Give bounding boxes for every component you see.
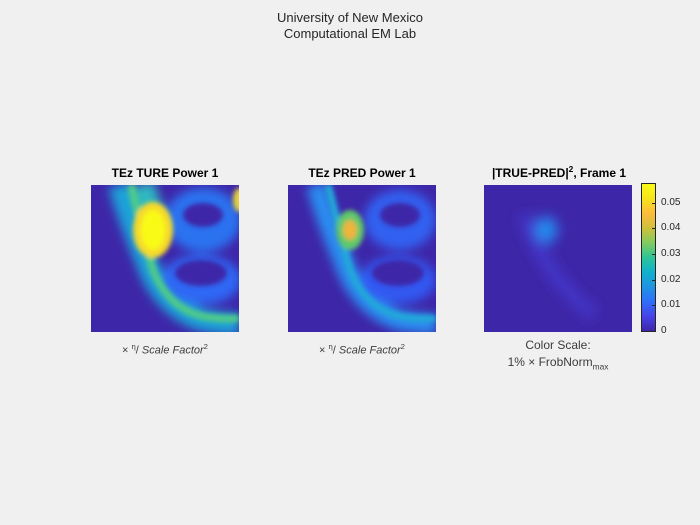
figure-title-line1: University of New Mexico xyxy=(277,10,423,25)
colorbar-tick-label: 0 xyxy=(661,325,667,336)
panel1-heatmap xyxy=(91,185,239,332)
panel2-heatmap xyxy=(288,185,436,332)
panel3-xlabel-line2: 1% × FrobNormmax xyxy=(507,355,609,372)
panel2-title: TEz PRED Power 1 xyxy=(308,166,416,180)
colorbar-tick-mark xyxy=(652,228,656,229)
colorbar-tick-label: 0.04 xyxy=(661,222,681,233)
panel2-xlabel: × η/ Scale Factor2 xyxy=(319,342,405,357)
colorbar-tick-label: 0.03 xyxy=(661,248,681,259)
colorbar-tick-mark xyxy=(652,331,656,332)
panel3-title: |TRUE-PRED|2, Frame 1 xyxy=(491,164,627,180)
colorbar-tick-label: 0.01 xyxy=(661,299,681,310)
figure-title-line2: Computational EM Lab xyxy=(283,26,417,41)
colorbar-tick-mark xyxy=(652,280,656,281)
panel3-xlabel-line1: Color Scale: xyxy=(525,338,591,352)
colorbar-tick-label: 0.05 xyxy=(661,197,681,208)
colorbar-tick-mark xyxy=(652,203,656,204)
panel1-xlabel: × η/ Scale Factor2 xyxy=(122,342,208,357)
colorbar-tick-mark xyxy=(652,254,656,255)
colorbar xyxy=(641,183,656,332)
panel1-title: TEz TURE Power 1 xyxy=(111,166,219,180)
colorbar-tick-label: 0.02 xyxy=(661,274,681,285)
colorbar-tick-mark xyxy=(652,305,656,306)
panel3-heatmap xyxy=(484,185,632,332)
